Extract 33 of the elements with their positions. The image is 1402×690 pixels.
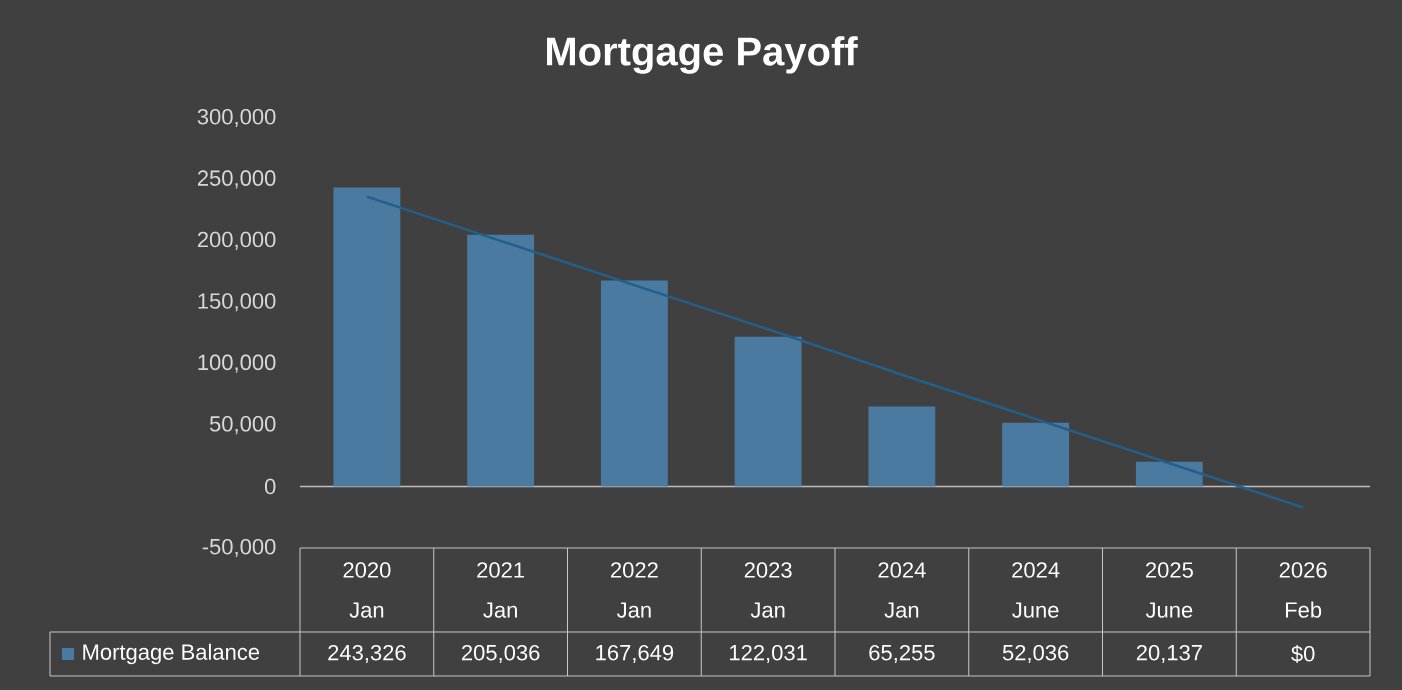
data-label: 122,031 (730, 644, 807, 664)
data-label: 205,036 (461, 644, 540, 664)
y-tick-label: 300,000 (197, 108, 276, 128)
data-label: 167,649 (596, 644, 674, 664)
x-tick-label: 2023 Jan (744, 562, 792, 618)
x-tick-label: 2026 Feb (1279, 562, 1327, 618)
bar (868, 406, 936, 487)
y-tick-label: 200,000 (197, 231, 276, 250)
bar (600, 280, 668, 487)
y-tick-label: 150,000 (198, 293, 276, 312)
y-tick-label: -50,000 (202, 538, 276, 558)
x-tick-label: 2021 Jan (477, 562, 525, 618)
bar (1002, 422, 1070, 487)
bar (734, 336, 802, 487)
data-label: 52,036 (1002, 644, 1069, 664)
bar (1135, 461, 1203, 487)
x-tick-label: 2024 Jan (878, 562, 926, 618)
data-label: 20,137 (1136, 644, 1202, 664)
bar (333, 187, 401, 487)
y-tick-label: 0 (264, 478, 276, 495)
x-tick-label: 2024 June (1012, 562, 1060, 618)
data-label: 65,255 (869, 644, 935, 664)
y-tick-label: 250,000 (197, 170, 276, 189)
y-tick-label: 100,000 (198, 354, 276, 373)
y-tick-label: 50,000 (209, 416, 276, 435)
bar (467, 234, 535, 487)
data-label: 243,326 (328, 644, 406, 664)
x-tick-label: 2020 Jan (343, 562, 391, 618)
chart-title: Mortgage Payoff (547, 36, 858, 74)
x-tick-label: 2022 Jan (611, 562, 658, 618)
legend-label: Mortgage Balance (83, 643, 260, 665)
x-tick-label: 2025 June (1145, 562, 1193, 618)
data-label: $0 (1291, 645, 1315, 663)
